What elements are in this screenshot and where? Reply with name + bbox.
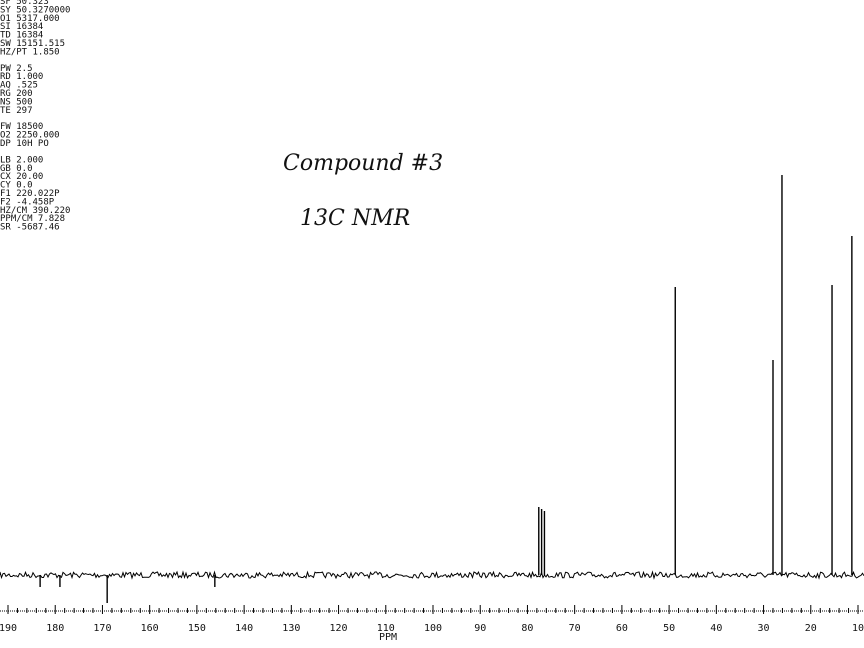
x-tick-label: 180 <box>46 623 64 634</box>
parameter: RD 1.000 <box>0 72 43 82</box>
x-tick-label: 10 <box>852 623 864 634</box>
x-tick-label: 170 <box>93 623 111 634</box>
parameter: CX 20.00 <box>0 172 43 182</box>
parameter: HZ/CM 390.220 <box>0 206 70 216</box>
parameter: SW 15151.515 <box>0 39 65 49</box>
baseline-noise <box>0 570 864 580</box>
parameter: FW 18500 <box>0 122 43 132</box>
parameter: CY 0.0 <box>0 181 33 191</box>
x-tick-label: 80 <box>521 623 533 634</box>
parameter: AQ .525 <box>0 81 38 91</box>
x-tick-label: 40 <box>710 623 722 634</box>
parameter: PW 2.5 <box>0 64 33 74</box>
parameter: PPM/CM 7.828 <box>0 214 65 224</box>
x-tick-label: 160 <box>141 623 159 634</box>
parameter: SF 50.323 <box>0 0 49 7</box>
parameter: RG 200 <box>0 89 33 99</box>
annotation: Compound #3 <box>283 151 443 176</box>
parameter: O2 2250.000 <box>0 131 60 141</box>
x-tick-label: 190 <box>0 623 17 634</box>
parameter: HZ/PT 1.850 <box>0 47 60 57</box>
parameter: DP 10H PO <box>0 139 49 149</box>
x-tick-label: 130 <box>282 623 300 634</box>
parameter: O1 5317.000 <box>0 14 60 24</box>
parameter: SR -5687.46 <box>0 223 60 233</box>
x-tick-label: 50 <box>663 623 675 634</box>
parameter: GB 0.0 <box>0 164 33 174</box>
parameter: SI 16384 <box>0 22 43 32</box>
parameter: F2 -4.458P <box>0 197 55 207</box>
x-tick-label: 140 <box>235 623 253 634</box>
parameter: LB 2.000 <box>0 155 43 165</box>
annotation: 13C NMR <box>300 206 410 231</box>
x-tick-label: 90 <box>474 623 486 634</box>
x-tick-label: 60 <box>616 623 628 634</box>
x-tick-label: 30 <box>758 623 770 634</box>
parameter: NS 500 <box>0 97 33 107</box>
x-tick-label: 120 <box>330 623 348 634</box>
x-tick-label: 150 <box>188 623 206 634</box>
parameter: F1 220.022P <box>0 189 60 199</box>
x-tick-label: 110 <box>377 623 395 634</box>
parameter: SY 50.3270000 <box>0 5 70 15</box>
x-tick-label: 20 <box>805 623 817 634</box>
x-tick-label: 100 <box>424 623 442 634</box>
x-tick-label: 70 <box>569 623 581 634</box>
parameter: TE 297 <box>0 106 33 116</box>
parameter: TD 16384 <box>0 31 43 41</box>
x-axis-label: PPM <box>379 632 397 643</box>
